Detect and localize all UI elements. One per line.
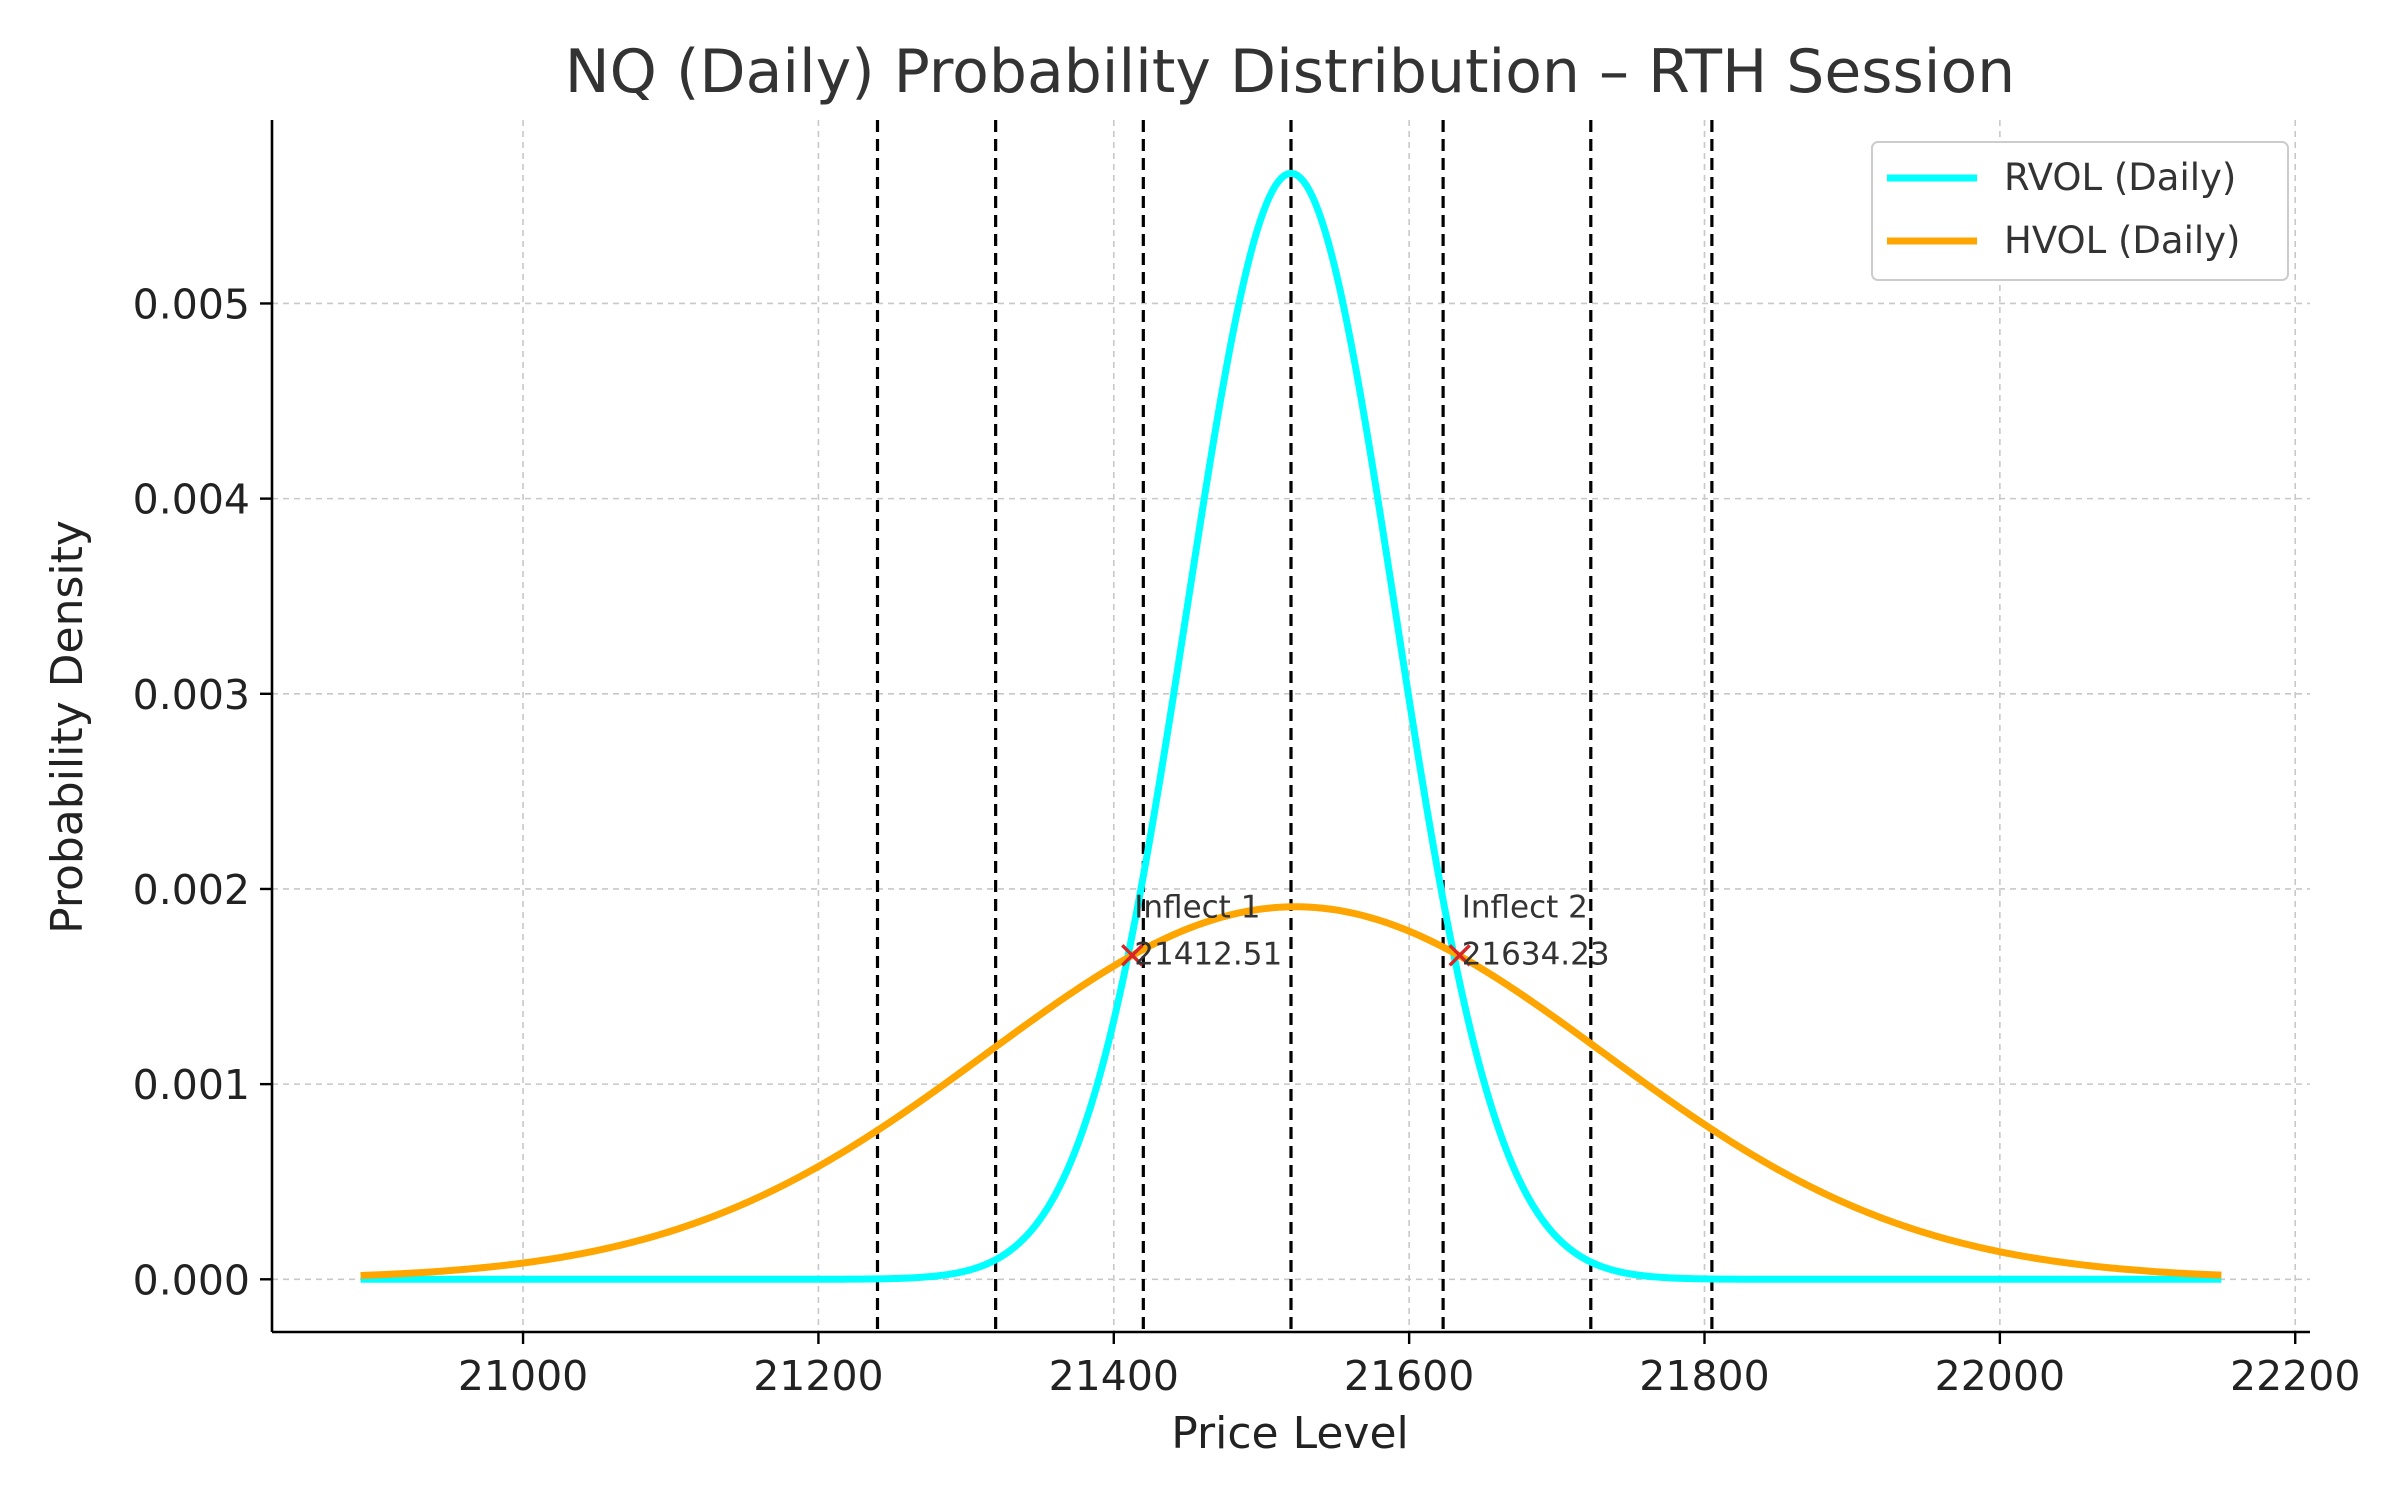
- inflect-value-2: 21634.23: [1462, 936, 1610, 972]
- y-tick-label: 0.001: [133, 1061, 250, 1109]
- vertical-lines: [875, 120, 1714, 1332]
- legend-label-hvol: HVOL (Daily): [2004, 219, 2240, 262]
- inflect-value-1: 21412.51: [1134, 936, 1282, 972]
- y-tick-label: 0.004: [133, 476, 250, 524]
- x-axis-label: Price Level: [1171, 1408, 1408, 1459]
- x-tick-label: 21800: [1639, 1352, 1769, 1400]
- tick-labels: 21000 21200 21400 21600 21800 22000 22200 0.000…: [133, 280, 2361, 1400]
- y-tick-label: 0.000: [133, 1256, 250, 1304]
- y-axis-label: Probability Density: [42, 520, 93, 934]
- y-tick-label: 0.005: [133, 280, 250, 328]
- x-tick-label: 21400: [1049, 1352, 1179, 1400]
- series-line-1: [360, 903, 2222, 1280]
- axes: [260, 120, 2310, 1344]
- inflect-label-1: Inflect 1: [1134, 889, 1260, 925]
- x-tick-label: 22200: [2230, 1352, 2360, 1400]
- legend-label-rvol: RVOL (Daily): [2004, 156, 2236, 199]
- x-tick-label: 22000: [1935, 1352, 2065, 1400]
- x-tick-label: 21600: [1344, 1352, 1474, 1400]
- legend: RVOL (Daily) HVOL (Daily): [1871, 141, 2289, 281]
- x-tick-label: 21000: [458, 1352, 588, 1400]
- series-lines: [360, 169, 2222, 1283]
- inflect-label-2: Inflect 2: [1462, 889, 1588, 925]
- annotations: Inflect 1 21412.51 Inflect 2 21634.23: [1121, 889, 1610, 972]
- chart-title: NQ (Daily) Probability Distribution – RT…: [565, 37, 2015, 107]
- series-line-0: [360, 169, 2222, 1283]
- inflect-marker-1: [1121, 944, 1144, 967]
- y-tick-label: 0.002: [133, 866, 250, 914]
- y-tick-label: 0.003: [133, 671, 250, 719]
- inflect-marker-2: [1448, 944, 1471, 967]
- x-tick-label: 21200: [753, 1352, 883, 1400]
